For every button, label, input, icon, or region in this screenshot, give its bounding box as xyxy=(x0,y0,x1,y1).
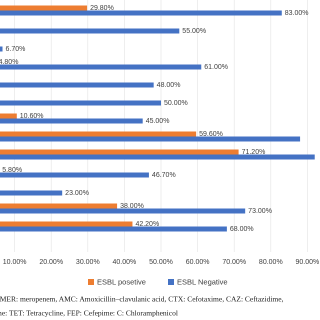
legend-swatch xyxy=(88,279,94,285)
value-label: 6.70% xyxy=(6,46,26,53)
value-label: 42.20% xyxy=(135,221,159,228)
x-tick-label: 20.00% xyxy=(39,259,63,266)
bar xyxy=(0,190,63,196)
bar xyxy=(0,149,239,155)
bar xyxy=(0,28,180,34)
bar xyxy=(0,208,246,214)
value-label: 71.20% xyxy=(242,149,266,156)
x-tick-label: 90.00% xyxy=(296,259,320,266)
value-label: 23.00% xyxy=(65,190,89,197)
value-label: 59.60% xyxy=(199,131,223,138)
bar xyxy=(0,136,301,142)
bar xyxy=(0,226,227,232)
value-label: 4.80% xyxy=(0,59,18,66)
value-label: 10.60% xyxy=(20,113,44,120)
bar xyxy=(0,82,154,88)
x-tick-label: 30.00% xyxy=(76,259,100,266)
bar xyxy=(0,131,197,137)
value-label: 46.70% xyxy=(152,172,176,179)
x-tick-label: 80.00% xyxy=(259,259,283,266)
value-label: 48.00% xyxy=(157,82,181,89)
bar xyxy=(0,64,202,70)
caption: me: TET: Tetracycline, FEP: Cefepime: C:… xyxy=(0,309,178,318)
x-tick-label: 40.00% xyxy=(113,259,137,266)
bar xyxy=(0,172,149,178)
legend-label: ESBL posetive xyxy=(97,277,146,286)
caption: , MER: meropenem, AMC: Amoxicillin–clavu… xyxy=(0,295,284,304)
x-tick-label: 10.00% xyxy=(3,259,27,266)
value-label: 68.00% xyxy=(230,226,254,233)
value-label: 5.80% xyxy=(2,167,22,174)
bar xyxy=(0,5,88,11)
value-label: 83.00% xyxy=(285,10,309,17)
legend-label: ESBL Negative xyxy=(177,277,228,286)
bar xyxy=(0,100,161,106)
value-label: 73.00% xyxy=(248,208,272,215)
bar xyxy=(0,46,3,52)
bar xyxy=(0,203,118,209)
value-label: 45.00% xyxy=(146,118,170,125)
x-tick-label: 50.00% xyxy=(149,259,173,266)
legend-swatch xyxy=(168,279,174,285)
value-label: 29.80% xyxy=(90,5,114,12)
bar xyxy=(0,221,133,227)
bar xyxy=(0,118,143,124)
x-tick-label: 70.00% xyxy=(222,259,246,266)
value-label: 50.00% xyxy=(164,100,188,107)
bar xyxy=(0,10,282,16)
value-label: 55.00% xyxy=(182,28,206,35)
x-tick-label: 60.00% xyxy=(186,259,210,266)
bar xyxy=(0,113,17,119)
value-label: 61.00% xyxy=(204,64,228,71)
bar xyxy=(0,154,315,160)
value-label: 38.00% xyxy=(120,203,144,210)
